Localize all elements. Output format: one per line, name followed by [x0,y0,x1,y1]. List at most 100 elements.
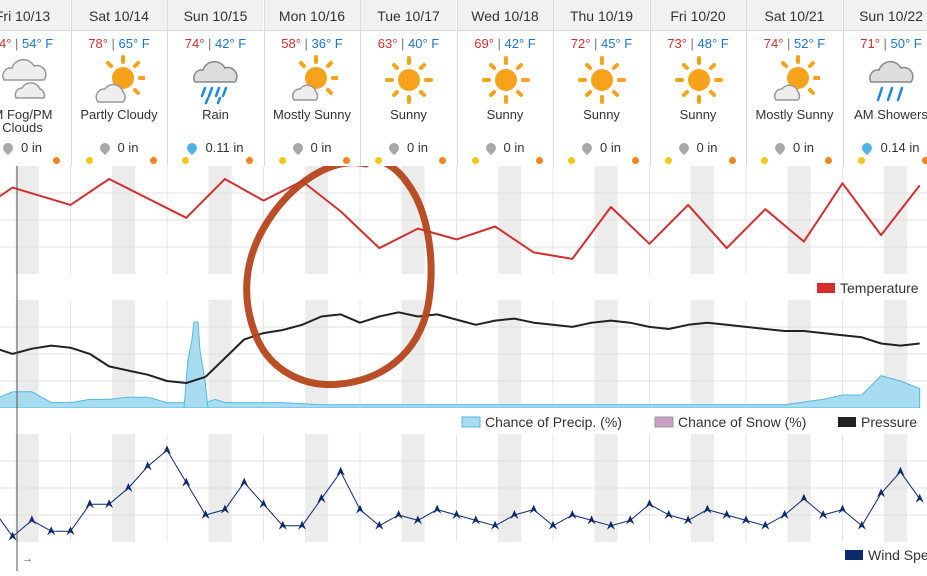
day-condition: Partly Cloudy [80,107,158,122]
pressure-line [0,311,920,384]
precip-amount: 0 in [21,140,42,155]
raindrop-icon [0,140,16,156]
day-date: Sat 10/14 [71,0,167,31]
mostly-sunny-icon [774,55,820,101]
sunset-icon [728,157,736,164]
wind-legend-label: Wind Spe [868,547,927,563]
precip-amount: 0 in [117,140,139,155]
forecast-day[interactable]: Sat 10/14 78° | 65° F Partly Cloudy 0 in [70,0,167,166]
low-temp: 42° F [504,36,536,51]
forecast-day[interactable]: Sun 10/22 71° | 50° F AM Showers 0.14 in [842,0,927,166]
rain-icon [193,60,238,105]
wind-arrow [857,520,866,530]
sunrise-icon [85,157,93,164]
high-temp: 72° [570,36,591,51]
forecast-charts: Temperature Chance of Precip. (%) Chance o… [0,166,927,576]
precip-legend-label: Chance of Precip. (%) [485,414,622,430]
wind-arrow [877,488,886,498]
raindrop-icon [483,140,498,156]
sunrise-icon [761,157,768,164]
snow-legend-swatch [654,416,674,428]
day-date: Sun 10/15 [168,0,263,31]
pressure-legend-swatch [838,417,856,427]
wind-arrow [549,520,557,530]
day-temps: 58° | 36° F [281,36,343,51]
wind-arrow [568,510,577,519]
wind-arrow [645,499,654,509]
showers-icon [868,60,914,102]
forecast-day[interactable]: Mon 10/16 58° | 36° F Mostly Sunny 0 in [263,0,360,166]
precip-amount: 0 in [600,140,621,155]
day-date: Mon 10/16 [264,0,360,31]
day-date: Fri 10/20 [650,0,746,31]
day-temps: 74° | 54° F [0,36,70,51]
day-condition: Mostly Sunny [272,107,352,122]
wind-arrow [606,520,615,530]
low-temp: 48° F [697,36,729,51]
day-temps: 78° | 65° F [88,36,150,51]
sunset-icon [535,157,543,164]
forecast-day[interactable]: Fri 10/20 73° | 48° F Sunny 0 in [649,0,746,166]
precip-amount: 0 in [503,140,525,155]
wind-arrow [8,531,17,541]
wind-arrow [838,504,847,514]
wind-arrow [375,520,384,530]
wind-arrow [819,510,828,519]
high-temp: 74° [0,36,12,51]
day-date: Thu 10/19 [554,0,649,31]
day-precip: 0 in [651,140,746,156]
wind-arrow [105,499,114,509]
high-temp: 58° [281,36,301,51]
raindrop-icon [772,140,788,156]
wind-arrow [413,515,422,525]
temperature-line [0,178,921,260]
day-precip: 0 in [554,140,649,156]
forecast-day[interactable]: Sat 10/21 74° | 52° F Mostly Sunny 0 in [746,0,842,166]
wind-arrow [587,515,596,525]
forecast-day[interactable]: Tue 10/17 63° | 40° F Sunny 0 in [360,0,456,166]
day-condition: Sunny [583,107,620,122]
fog-cloud-icon [2,58,47,99]
precip-spike [183,321,209,409]
wind-arrow [742,515,750,525]
high-temp: 74° [184,36,205,51]
wind-arrow [433,504,442,514]
wind-arrow [684,515,693,525]
snow-legend-label: Chance of Snow (%) [678,414,806,430]
pressure-legend-label: Pressure [861,414,917,430]
low-temp: 36° F [311,36,343,51]
forecast-day[interactable]: Fri 10/13 74° | 54° F M Fog/PM Clouds 0 in [0,0,70,166]
wind-arrow [491,520,500,530]
sunset-icon [825,157,832,164]
wind-arrow [664,510,673,519]
wind-arrow [66,526,75,536]
wind-arrow [124,483,133,492]
precip-amount: 0.14 in [880,140,920,155]
low-temp: 50° F [890,36,922,51]
day-temps: 63° | 40° F [377,36,440,51]
low-temp: 42° F [215,36,247,51]
day-condition: Sunny [486,107,524,122]
wind-legend-swatch [845,550,863,560]
sunny-icon [385,56,433,104]
raindrop-icon [386,140,402,156]
day-precip: 0 in [747,140,842,156]
precip-amount: 0 in [793,140,814,155]
wind-arrow [915,493,924,503]
day-precip: 0 in [0,140,70,156]
sunrise-icon [664,157,672,164]
day-precip: 0.11 in [168,140,263,156]
wind-arrow [703,504,712,514]
partly-cloudy-icon [94,55,145,103]
wind-arrow [143,461,152,471]
wind-arrow [27,515,36,525]
day-temps: 73° | 48° F [667,36,729,51]
forecast-day[interactable]: Sun 10/15 74° | 42° F Rain 0.11 in [167,0,263,166]
forecast-day[interactable]: Thu 10/19 72° | 45° F Sunny 0 in [553,0,649,166]
forecast-day[interactable]: Wed 10/18 69° | 42° F Sunny 0 in [456,0,553,166]
wind-arrow [394,510,403,519]
sunset-icon [149,157,157,164]
day-precip: 0 in [72,140,167,156]
raindrop-icon [185,140,200,156]
